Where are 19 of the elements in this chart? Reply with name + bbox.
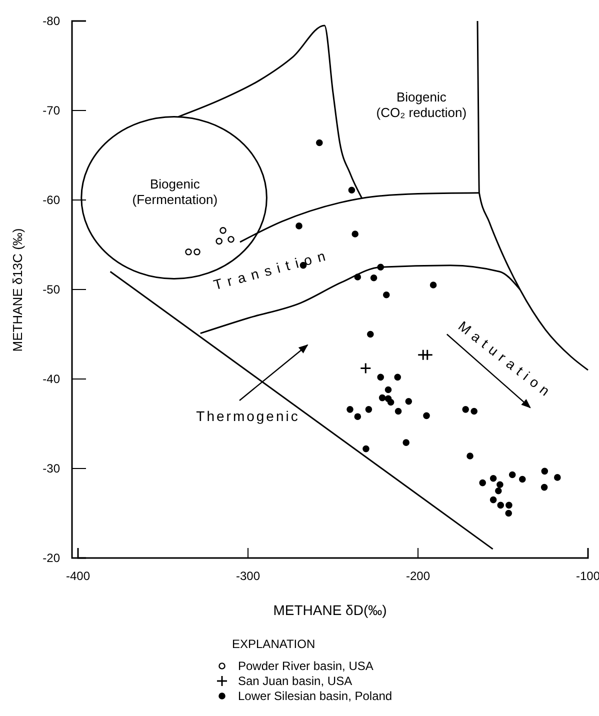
y-tick-label: -80 bbox=[42, 14, 60, 28]
legend-title: EXPLANATION bbox=[232, 637, 316, 651]
x-tick-label: -300 bbox=[236, 569, 260, 583]
legend-label: San Juan basin, USA bbox=[238, 674, 352, 688]
x-tick-label: -400 bbox=[66, 569, 90, 583]
y-tick-label: -70 bbox=[42, 104, 60, 118]
y-tick-label: -60 bbox=[42, 193, 60, 207]
annotation: Biogenic (Fermentation) bbox=[132, 176, 218, 207]
x-axis-title: METHANE δD(‰) bbox=[273, 602, 387, 618]
annotation: Biogenic (CO₂ reduction) bbox=[376, 90, 467, 120]
x-tick-label: -200 bbox=[406, 569, 430, 583]
legend-label: Powder River basin, USA bbox=[238, 659, 374, 673]
y-tick-label: -40 bbox=[42, 372, 60, 386]
y-tick-label: -50 bbox=[42, 282, 60, 296]
y-tick-label: -30 bbox=[42, 462, 60, 476]
legend-label: Lower Silesian basin, Poland bbox=[238, 689, 392, 703]
annotation: Thermogenic bbox=[196, 408, 300, 424]
y-tick-label: -20 bbox=[42, 551, 60, 565]
y-axis-title: METHANE δ13C (‰) bbox=[10, 228, 25, 352]
